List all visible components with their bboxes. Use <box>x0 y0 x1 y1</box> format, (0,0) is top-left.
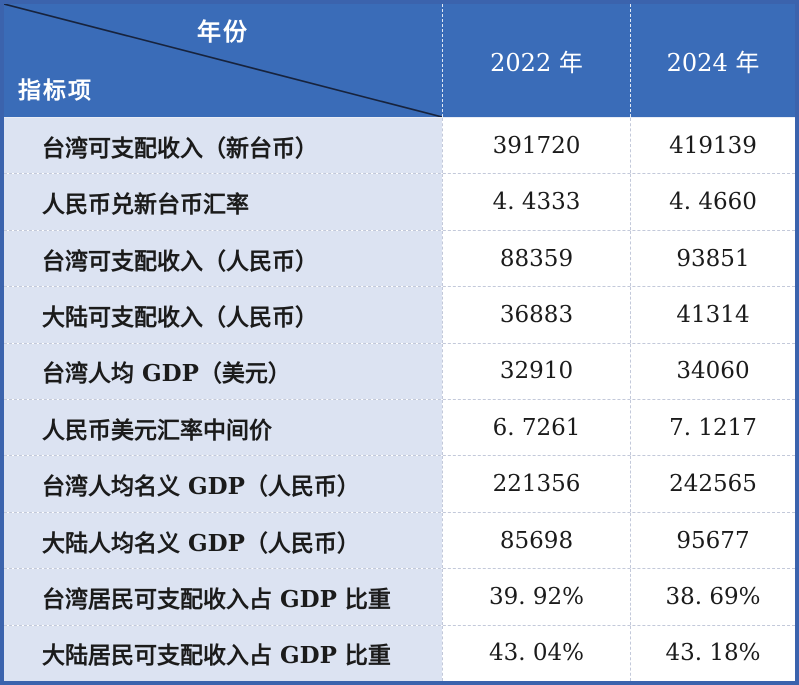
table-row: 台湾居民可支配收入占 GDP 比重 39. 92% 38. 69% <box>4 568 795 625</box>
value-2022: 85698 <box>442 512 630 569</box>
table-body: 台湾可支配收入（新台币） 391720 419139 人民币兑新台币汇率 4. … <box>4 117 795 682</box>
value-2024: 95677 <box>630 512 795 569</box>
table-row: 台湾可支配收入（新台币） 391720 419139 <box>4 117 795 174</box>
table-row: 台湾人均 GDP（美元） 32910 34060 <box>4 342 795 400</box>
value-2022: 39. 92% <box>442 569 630 625</box>
value-2024: 4. 4660 <box>630 174 795 230</box>
value-2024: 43. 18% <box>630 625 795 682</box>
table-header: 年份 指标项 2022 年 2024 年 <box>4 4 795 117</box>
value-2022: 32910 <box>442 343 630 400</box>
corner-header-cell: 年份 指标项 <box>4 4 442 117</box>
row-label: 大陆居民可支配收入占 GDP 比重 <box>4 625 442 682</box>
value-2024: 7. 1217 <box>630 400 795 456</box>
table-row: 台湾人均名义 GDP（人民币） 221356 242565 <box>4 455 795 512</box>
value-2022: 36883 <box>442 287 630 343</box>
column-header-2022: 2022 年 <box>442 4 630 117</box>
table-row: 台湾可支配收入（人民币） 88359 93851 <box>4 229 795 287</box>
value-2022: 221356 <box>442 456 630 512</box>
table-row: 大陆居民可支配收入占 GDP 比重 43. 04% 43. 18% <box>4 624 795 682</box>
value-2024: 93851 <box>630 230 795 287</box>
row-label: 人民币美元汇率中间价 <box>4 400 442 456</box>
row-label: 台湾可支配收入（人民币） <box>4 230 442 287</box>
row-label: 台湾人均名义 GDP（人民币） <box>4 456 442 512</box>
row-label: 大陆可支配收入（人民币） <box>4 287 442 343</box>
value-2022: 391720 <box>442 118 630 174</box>
table-row: 大陆可支配收入（人民币） 36883 41314 <box>4 286 795 343</box>
row-label: 台湾居民可支配收入占 GDP 比重 <box>4 569 442 625</box>
table-row: 人民币兑新台币汇率 4. 4333 4. 4660 <box>4 173 795 230</box>
value-2022: 43. 04% <box>442 625 630 682</box>
row-label: 台湾人均 GDP（美元） <box>4 343 442 400</box>
row-label: 人民币兑新台币汇率 <box>4 174 442 230</box>
diagonal-divider-line <box>4 4 442 117</box>
table-row: 人民币美元汇率中间价 6. 7261 7. 1217 <box>4 399 795 456</box>
corner-bottom-label: 指标项 <box>18 77 93 104</box>
value-2024: 38. 69% <box>630 569 795 625</box>
corner-top-label: 年份 <box>197 17 249 46</box>
value-2022: 88359 <box>442 230 630 287</box>
value-2022: 4. 4333 <box>442 174 630 230</box>
value-2024: 34060 <box>630 343 795 400</box>
column-header-2024: 2024 年 <box>630 4 795 117</box>
value-2024: 41314 <box>630 287 795 343</box>
value-2022: 6. 7261 <box>442 400 630 456</box>
value-2024: 242565 <box>630 456 795 512</box>
table-row: 大陆人均名义 GDP（人民币） 85698 95677 <box>4 511 795 569</box>
row-label: 台湾可支配收入（新台币） <box>4 118 442 174</box>
value-2024: 419139 <box>630 118 795 174</box>
row-label: 大陆人均名义 GDP（人民币） <box>4 512 442 569</box>
